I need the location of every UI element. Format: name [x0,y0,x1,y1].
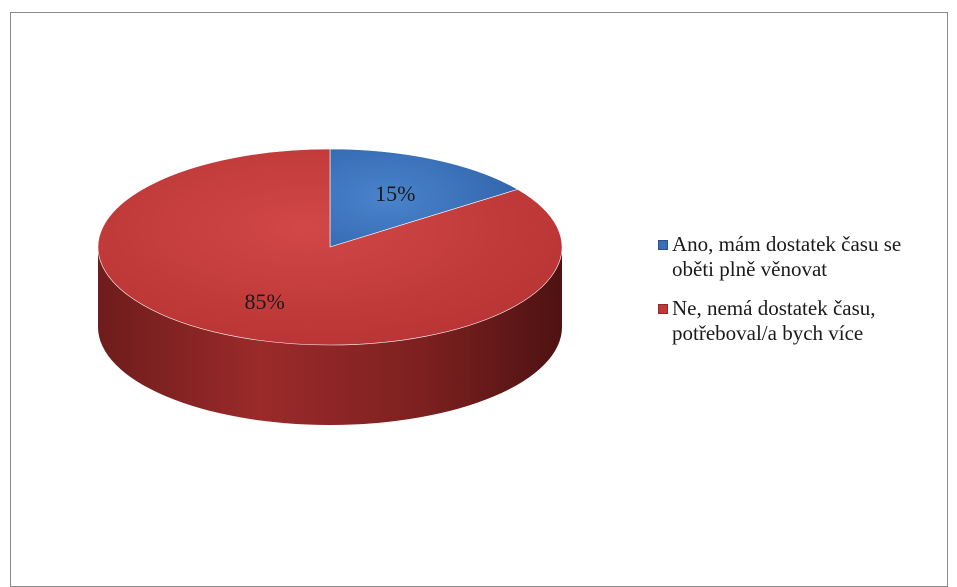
legend-label-ne: Ne, nemá dostatek času, potřeboval/a byc… [672,296,876,345]
data-label-ano: 15% [375,181,415,206]
legend: Ano, mám dostatek času se oběti plně věn… [658,232,948,360]
pie-side-ne [98,247,562,425]
legend-swatch-red [658,304,668,314]
legend-label-ano: Ano, mám dostatek času se oběti plně věn… [672,232,902,281]
pie-slice-ano [329,148,519,248]
legend-item-ano: Ano, mám dostatek času se oběti plně věn… [658,232,948,282]
legend-item-ne: Ne, nemá dostatek času, potřeboval/a byc… [658,296,948,346]
pie-slice-ne [97,148,563,346]
pie-side-walls [98,247,562,425]
legend-swatch-blue [658,240,668,250]
data-label-ne: 85% [245,289,285,314]
